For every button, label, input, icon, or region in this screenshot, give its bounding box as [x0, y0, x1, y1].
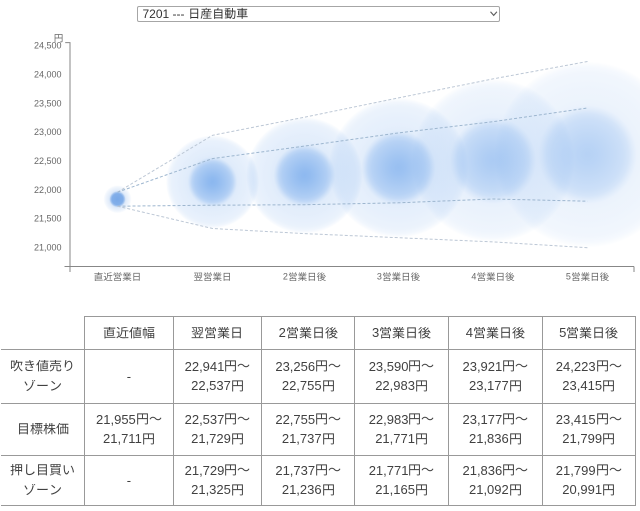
svg-text:21,000: 21,000	[34, 242, 62, 252]
svg-text:7201 ---: 7201 ---	[143, 7, 185, 21]
svg-text:23,500: 23,500	[34, 98, 62, 108]
svg-text:23,000: 23,000	[34, 127, 62, 137]
svg-text:5: 5	[566, 272, 571, 282]
svg-text:21,500: 21,500	[34, 214, 62, 224]
svg-text:22,000: 22,000	[34, 185, 62, 195]
svg-text:24,000: 24,000	[34, 70, 62, 80]
svg-text:2: 2	[283, 272, 288, 282]
svg-text:3: 3	[377, 272, 382, 282]
svg-text:4: 4	[471, 272, 476, 282]
svg-text:22,500: 22,500	[34, 156, 62, 166]
svg-text:24,500: 24,500	[34, 41, 62, 51]
